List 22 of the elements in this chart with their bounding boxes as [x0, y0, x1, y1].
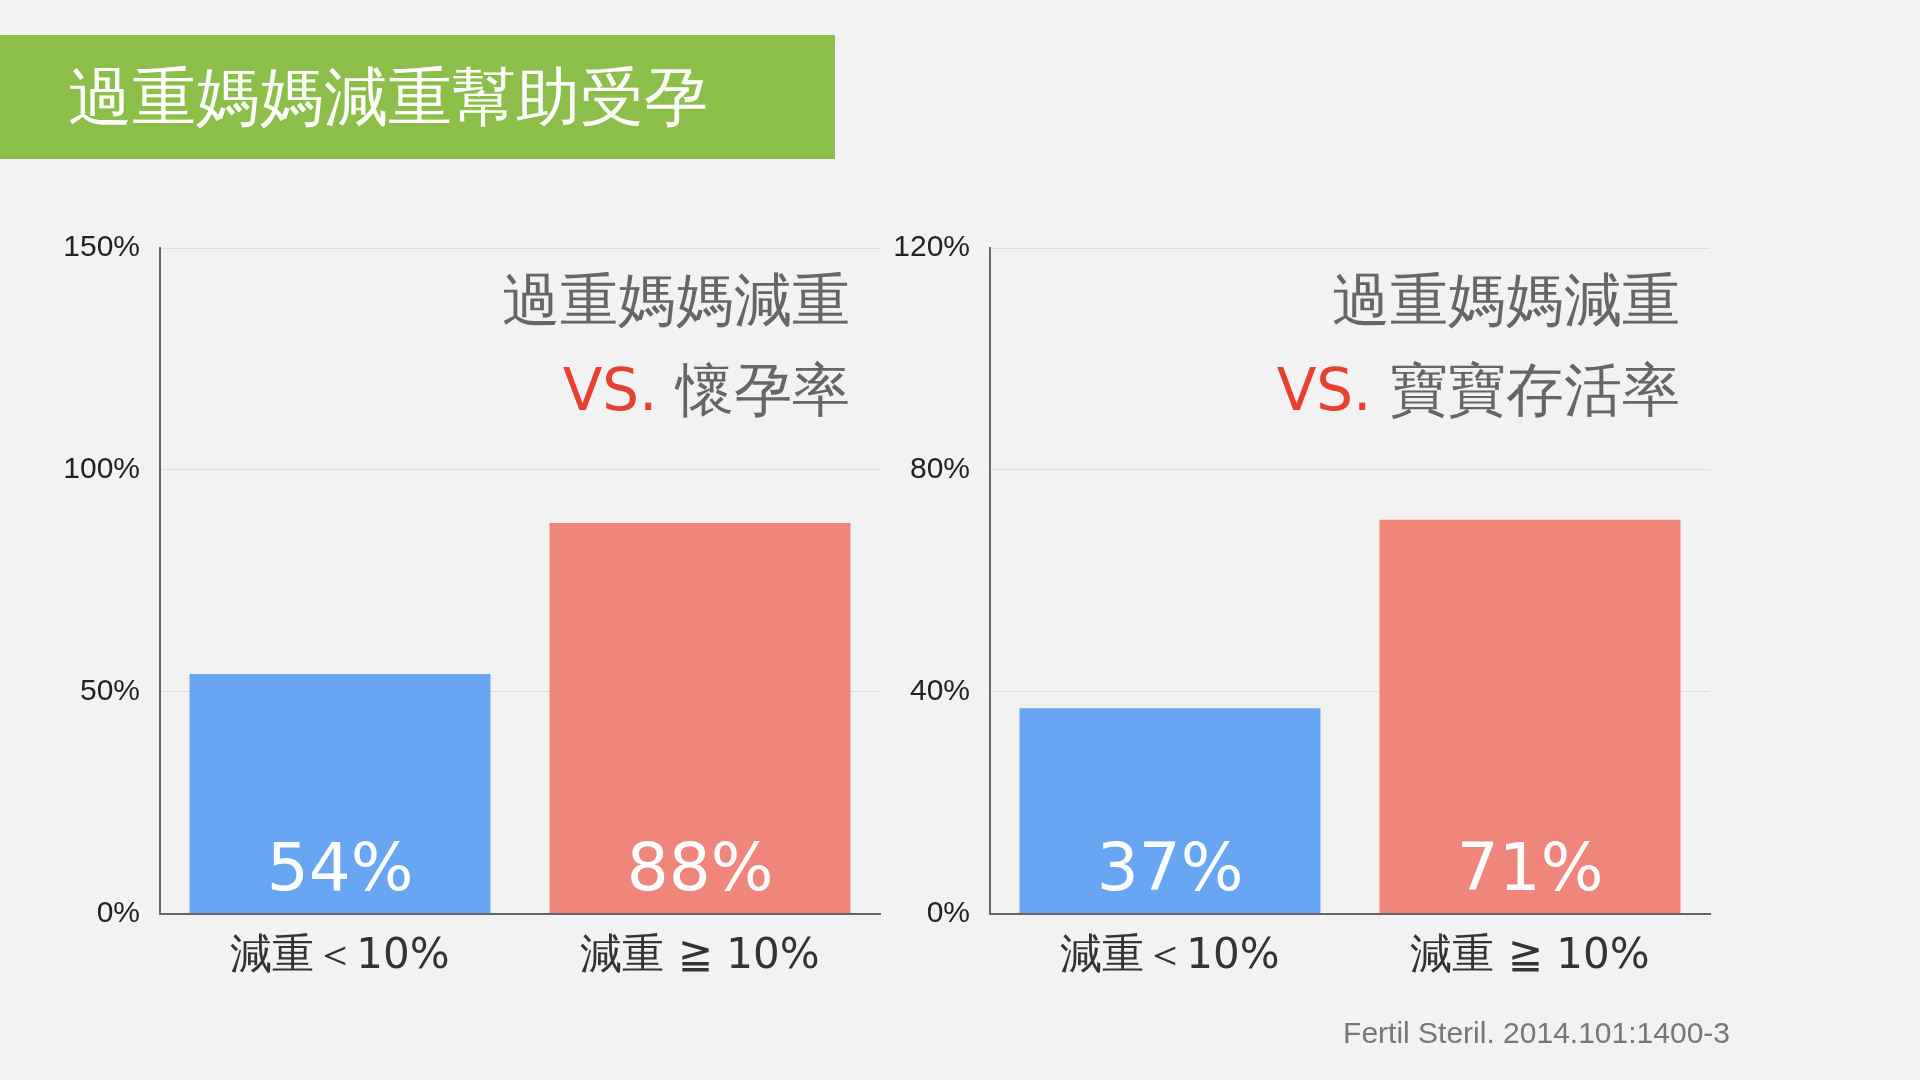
y-tick-label: 100%: [63, 451, 140, 485]
y-tick-label: 50%: [79, 673, 140, 706]
y-tick-label: 0%: [926, 894, 970, 928]
x-tick-label: 減重 ≧ 10%: [580, 928, 820, 978]
data-label: 71%: [1456, 828, 1604, 906]
chart-title: 過重媽媽減重幫助受孕: [0, 35, 835, 159]
annotation: VS. 懷孕率: [562, 355, 850, 426]
text: Fertil Steril. 2014.101:1400-3: [1343, 1016, 1730, 1050]
y-tick-label: 80%: [909, 451, 970, 485]
data-label: 88%: [626, 828, 774, 906]
annotation: 過重媽媽減重: [1332, 265, 1680, 336]
data-label: 37%: [1096, 828, 1244, 906]
annotation: VS. 寶寶存活率: [1276, 355, 1680, 426]
x-tick-label: 減重＜10%: [1060, 928, 1280, 978]
y-tick-label: 40%: [909, 673, 970, 706]
y-tick-label: 150%: [63, 229, 140, 263]
y-tick-label: 120%: [893, 229, 970, 263]
x-tick-label: 減重＜10%: [230, 928, 450, 978]
y-tick-label: 0%: [96, 894, 140, 928]
data-label: 54%: [266, 828, 414, 906]
x-tick-label: 減重 ≧ 10%: [1410, 928, 1650, 978]
annotation: 過重媽媽減重: [502, 265, 850, 336]
